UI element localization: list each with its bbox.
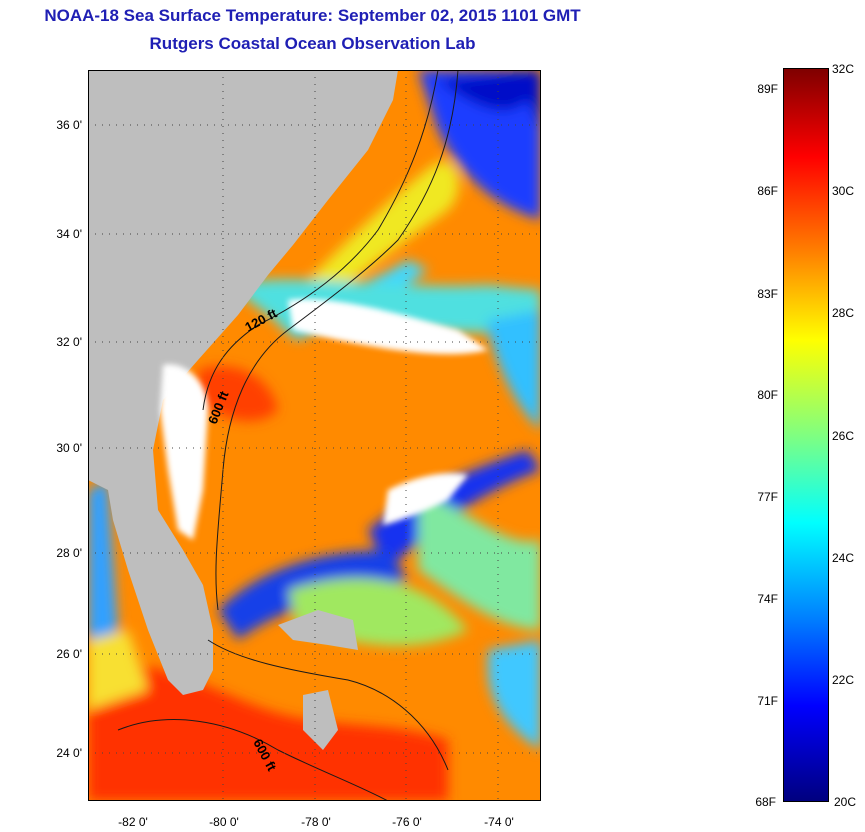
colorbar-f-68: 68F — [755, 795, 776, 809]
land-bahamas — [278, 610, 358, 650]
colorbar-c-22: 22C — [832, 673, 855, 687]
lon-label-80: -80 0' — [209, 815, 239, 829]
colorbar-c-24: 24C — [832, 551, 855, 565]
colorbar-f-80: 80F — [757, 388, 778, 402]
lon-label-76: -76 0' — [392, 815, 422, 829]
lon-label-82: -82 0' — [118, 815, 148, 829]
chart-title: NOAA-18 Sea Surface Temperature: Septemb… — [44, 6, 581, 25]
cloud-mask — [160, 299, 488, 540]
colorbar-c-30: 30C — [832, 184, 855, 198]
chart-subtitle: Rutgers Coastal Ocean Observation Lab — [149, 34, 476, 53]
sst-field — [88, 70, 541, 801]
lat-label-24: 24 0' — [56, 746, 82, 760]
land-andros — [303, 690, 338, 750]
colorbar-f-89: 89F — [757, 82, 778, 96]
lat-label-30: 30 0' — [56, 441, 82, 455]
lat-label-32: 32 0' — [56, 335, 82, 349]
colorbar-f-74: 74F — [757, 592, 778, 606]
colorbar-c-26: 26C — [832, 429, 855, 443]
colorbar-c-20: 20C — [834, 795, 857, 809]
lat-label-28: 28 0' — [56, 546, 82, 560]
colorbar-f-77: 77F — [757, 490, 778, 504]
lat-label-26: 26 0' — [56, 647, 82, 661]
isobath-contours — [117, 70, 459, 801]
sst-map[interactable]: 120 ft 600 ft 600 ft — [88, 70, 541, 801]
colorbar — [783, 68, 829, 802]
colorbar-c-32: 32C — [832, 62, 855, 76]
map-frame — [88, 70, 541, 801]
colorbar-f-86: 86F — [757, 184, 778, 198]
colorbar-c-28: 28C — [832, 306, 855, 320]
colorbar-f-83: 83F — [757, 287, 778, 301]
lat-label-36: 36 0' — [56, 118, 82, 132]
land-mainland — [88, 70, 398, 695]
colorbar-f-71: 71F — [757, 694, 778, 708]
lon-label-78: -78 0' — [301, 815, 331, 829]
lon-label-74: -74 0' — [484, 815, 514, 829]
lat-label-34: 34 0' — [56, 227, 82, 241]
graticule — [88, 70, 541, 801]
